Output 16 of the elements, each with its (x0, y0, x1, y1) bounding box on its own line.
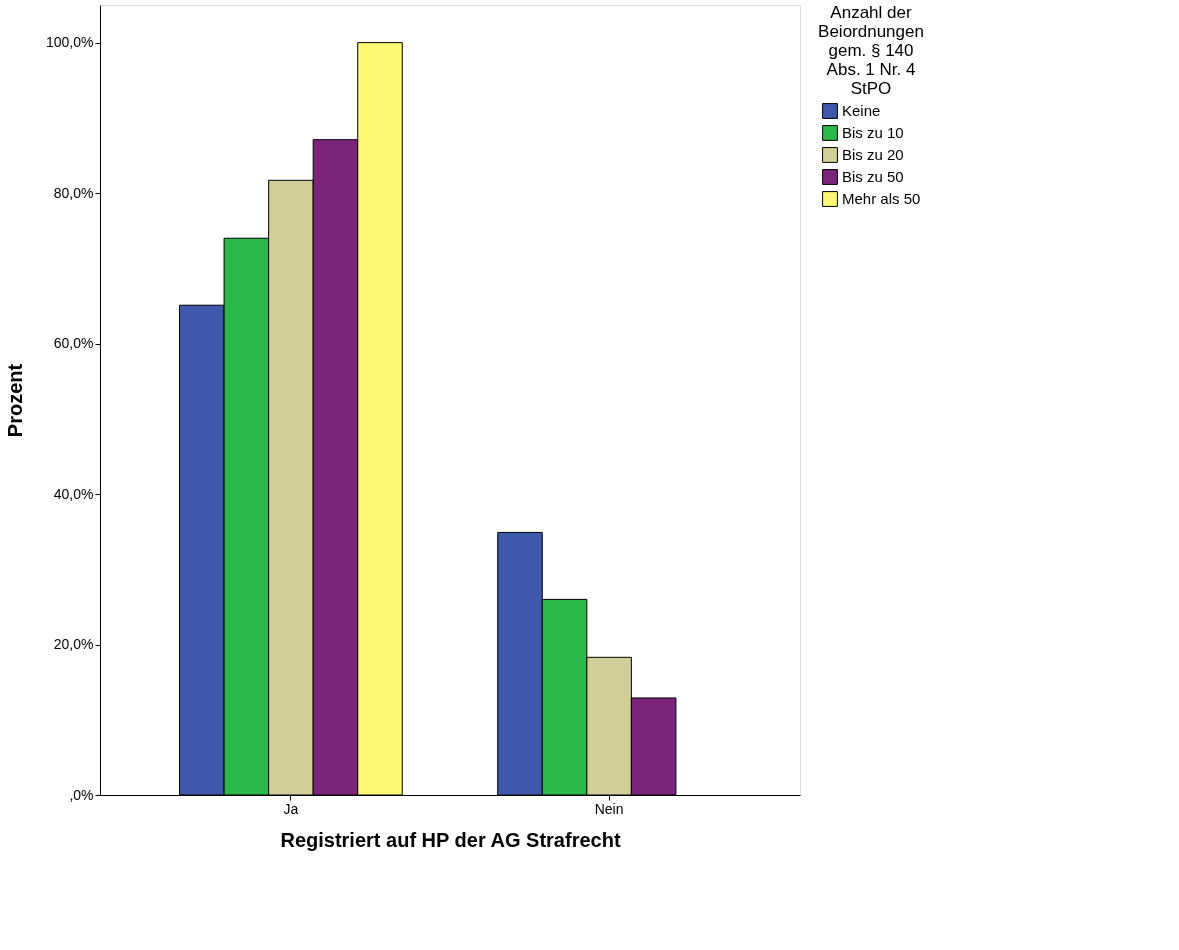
legend-label: Mehr als 50 (842, 190, 921, 207)
y-tick-label: 20,0% (53, 636, 94, 653)
y-tick-label: ,0% (69, 786, 94, 803)
legend-title: Anzahl der Beiordnungen gem. § 140 Abs. 1 Nr. 4 StPO (818, 3, 924, 98)
y-tick-label: 40,0% (53, 485, 94, 502)
y-tick-label: 60,0% (53, 335, 94, 352)
legend-label: Bis zu 50 (842, 168, 904, 185)
legend-label: Keine (842, 102, 881, 119)
y-tick-label: 100,0% (46, 34, 94, 51)
y-axis-title: Prozent (4, 363, 27, 438)
x-tick-label: Nein (594, 800, 624, 817)
x-axis-title: Registriert auf HP der AG Strafrecht (280, 828, 621, 851)
x-tick-label: Ja (283, 800, 299, 817)
legend-label: Bis zu 20 (842, 146, 904, 163)
legend-label: Bis zu 10 (842, 124, 904, 141)
y-tick-label: 80,0% (53, 184, 94, 201)
